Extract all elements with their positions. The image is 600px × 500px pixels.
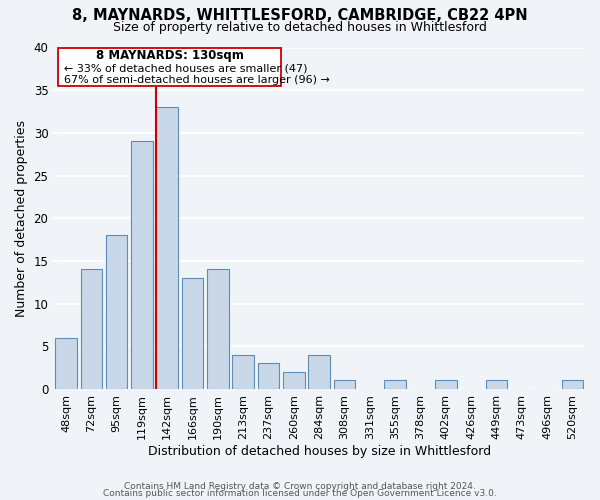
FancyBboxPatch shape xyxy=(58,48,281,86)
Bar xyxy=(562,380,583,389)
Bar xyxy=(80,270,102,389)
Bar xyxy=(182,278,203,389)
Bar xyxy=(232,355,254,389)
Bar xyxy=(258,364,279,389)
Text: ← 33% of detached houses are smaller (47): ← 33% of detached houses are smaller (47… xyxy=(64,64,307,74)
X-axis label: Distribution of detached houses by size in Whittlesford: Distribution of detached houses by size … xyxy=(148,444,491,458)
Text: 8, MAYNARDS, WHITTLESFORD, CAMBRIDGE, CB22 4PN: 8, MAYNARDS, WHITTLESFORD, CAMBRIDGE, CB… xyxy=(72,8,528,22)
Text: Contains HM Land Registry data © Crown copyright and database right 2024.: Contains HM Land Registry data © Crown c… xyxy=(124,482,476,491)
Bar xyxy=(131,142,152,389)
Bar xyxy=(485,380,507,389)
Text: Contains public sector information licensed under the Open Government Licence v3: Contains public sector information licen… xyxy=(103,490,497,498)
Bar xyxy=(334,380,355,389)
Bar xyxy=(435,380,457,389)
Text: 67% of semi-detached houses are larger (96) →: 67% of semi-detached houses are larger (… xyxy=(64,75,329,85)
Bar xyxy=(157,108,178,389)
Bar xyxy=(55,338,77,389)
Bar xyxy=(385,380,406,389)
Bar xyxy=(283,372,305,389)
Bar xyxy=(308,355,330,389)
Y-axis label: Number of detached properties: Number of detached properties xyxy=(15,120,28,316)
Bar xyxy=(207,270,229,389)
Text: 8 MAYNARDS: 130sqm: 8 MAYNARDS: 130sqm xyxy=(96,48,244,62)
Bar xyxy=(106,236,127,389)
Text: Size of property relative to detached houses in Whittlesford: Size of property relative to detached ho… xyxy=(113,21,487,34)
